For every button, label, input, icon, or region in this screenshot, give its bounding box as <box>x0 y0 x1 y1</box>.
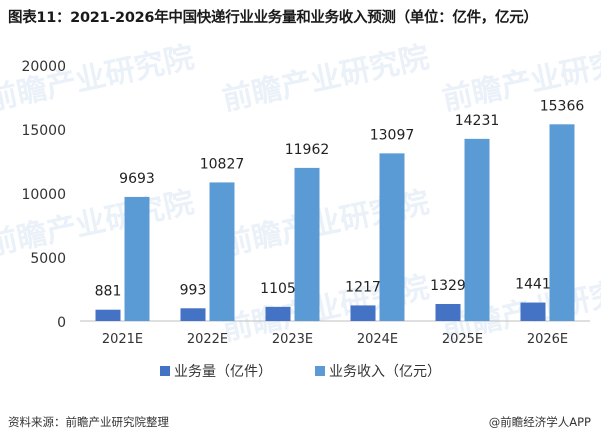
data-label-volume: 1105 <box>260 281 296 297</box>
bars-layer: 881 9693 993 10827 1105 11962 1217 13097 1329 142… <box>95 98 585 321</box>
data-label-volume: 881 <box>95 284 122 300</box>
y-tick-label: 15000 <box>21 123 66 139</box>
data-label-revenue: 11962 <box>285 142 330 158</box>
bar-volume <box>350 305 376 321</box>
bar-volume <box>95 309 121 321</box>
y-axis: 0 5000 10000 15000 20000 <box>21 59 66 331</box>
chart-title: 图表11：2021-2026年中国快递行业业务量和业务收入预测（单位：亿件，亿元… <box>8 10 538 26</box>
bar-revenue <box>549 124 575 321</box>
credit-note: @前瞻经济学人APP <box>488 415 591 429</box>
legend-swatch-revenue <box>315 366 325 376</box>
data-label-volume: 1441 <box>515 277 551 293</box>
data-label-revenue: 15366 <box>540 98 585 114</box>
data-label-revenue: 9693 <box>119 171 155 187</box>
data-label-revenue: 10827 <box>200 156 245 172</box>
y-tick-label: 20000 <box>21 59 66 75</box>
bar-volume <box>435 303 461 321</box>
bar-volume <box>265 306 291 321</box>
x-tick-label: 2022E <box>187 332 228 347</box>
x-tick-label: 2026E <box>527 332 568 347</box>
x-tick-label: 2023E <box>272 332 313 347</box>
bar-revenue <box>379 153 405 321</box>
x-tick-label: 2021E <box>102 332 143 347</box>
data-label-volume: 993 <box>180 282 207 298</box>
legend-label-volume: 业务量（亿件） <box>174 364 272 380</box>
legend: 业务量（亿件） 业务收入（亿元） <box>160 364 441 380</box>
bar-volume <box>180 308 206 321</box>
data-label-volume: 1217 <box>345 279 381 295</box>
x-axis: 2021E 2022E 2023E 2024E 2025E 2026E <box>102 332 568 347</box>
y-tick-label: 5000 <box>30 251 66 267</box>
bar-volume <box>520 302 546 321</box>
data-label-revenue: 14231 <box>455 113 500 129</box>
legend-label-revenue: 业务收入（亿元） <box>329 364 441 380</box>
watermark-text: 前瞻产业研究院 <box>219 40 432 118</box>
legend-swatch-volume <box>160 366 170 376</box>
source-note: 资料来源：前瞻产业研究院整理 <box>8 415 169 429</box>
x-tick-label: 2025E <box>442 332 483 347</box>
bar-revenue <box>294 167 320 321</box>
data-label-volume: 1329 <box>430 278 466 294</box>
watermark-text: 前瞻产业研究院 <box>0 40 197 118</box>
bar-revenue <box>209 182 235 321</box>
y-tick-label: 10000 <box>21 187 66 203</box>
x-tick-label: 2024E <box>357 332 398 347</box>
y-tick-label: 0 <box>57 315 66 331</box>
data-label-revenue: 13097 <box>370 127 415 143</box>
bar-revenue <box>464 138 490 321</box>
bar-revenue <box>124 196 150 321</box>
